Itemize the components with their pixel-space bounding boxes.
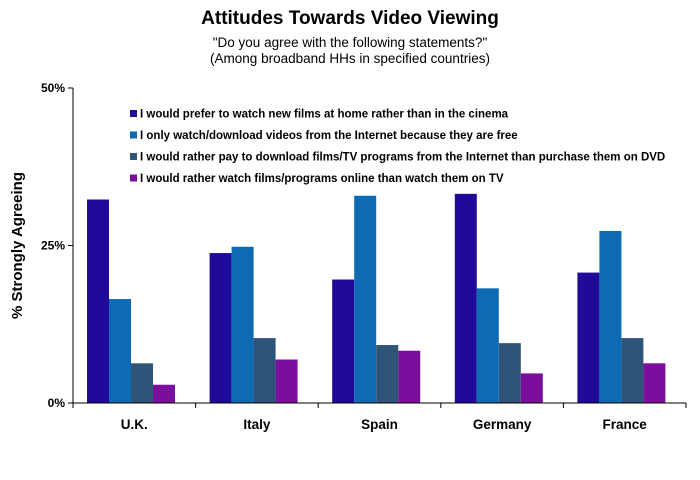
bar-uk-series-1 bbox=[87, 199, 109, 403]
legend-label-series-1: I would prefer to watch new films at hom… bbox=[140, 109, 509, 121]
bar-germany-series-4 bbox=[520, 373, 543, 403]
legend-label-series-4: I would rather watch films/programs onli… bbox=[140, 173, 504, 185]
x-category-label: Germany bbox=[473, 417, 532, 432]
legend-label-series-3: I would rather pay to download films/TV … bbox=[140, 152, 665, 164]
y-tick-label: 25% bbox=[41, 239, 65, 253]
y-tick-label: 0% bbox=[48, 396, 66, 410]
bar-italy-series-4 bbox=[275, 359, 298, 403]
bar-uk-series-4 bbox=[153, 384, 175, 403]
x-category-label: France bbox=[603, 417, 648, 432]
bar-spain-series-1 bbox=[332, 279, 355, 403]
bar-france-series-3 bbox=[621, 338, 644, 403]
bar-germany-series-3 bbox=[498, 343, 521, 403]
legend-swatch-series-4 bbox=[130, 174, 137, 182]
legend-label-series-2: I only watch/download videos from the In… bbox=[140, 130, 518, 142]
bar-france-series-2 bbox=[599, 231, 622, 403]
legend-swatch-series-1 bbox=[130, 110, 137, 117]
bar-france-series-1 bbox=[577, 272, 600, 403]
bar-germany-series-2 bbox=[476, 288, 499, 403]
bar-france-series-4 bbox=[643, 363, 666, 403]
x-category-label: Spain bbox=[361, 417, 398, 432]
x-category-label: Italy bbox=[243, 417, 271, 432]
y-axis-label: % Strongly Agreeing bbox=[9, 172, 26, 319]
legend-swatch-series-3 bbox=[130, 153, 137, 160]
chart-subtitle-line-1: "Do you agree with the following stateme… bbox=[212, 35, 488, 50]
bar-spain-series-3 bbox=[376, 345, 399, 403]
bar-spain-series-2 bbox=[354, 195, 377, 403]
bar-uk-series-3 bbox=[131, 363, 153, 403]
x-category-label: U.K. bbox=[121, 417, 148, 432]
bar-spain-series-4 bbox=[398, 350, 421, 403]
chart-subtitle-line-2: (Among broadband HHs in specified countr… bbox=[210, 51, 490, 66]
chart-title: Attitudes Towards Video Viewing bbox=[201, 8, 499, 29]
bar-italy-series-3 bbox=[253, 338, 276, 403]
bar-uk-series-2 bbox=[109, 299, 131, 403]
bar-italy-series-2 bbox=[231, 246, 254, 403]
y-tick-label: 50% bbox=[41, 81, 65, 95]
bar-germany-series-1 bbox=[454, 193, 477, 403]
legend-swatch-series-2 bbox=[130, 131, 137, 139]
bar-italy-series-1 bbox=[209, 253, 232, 403]
